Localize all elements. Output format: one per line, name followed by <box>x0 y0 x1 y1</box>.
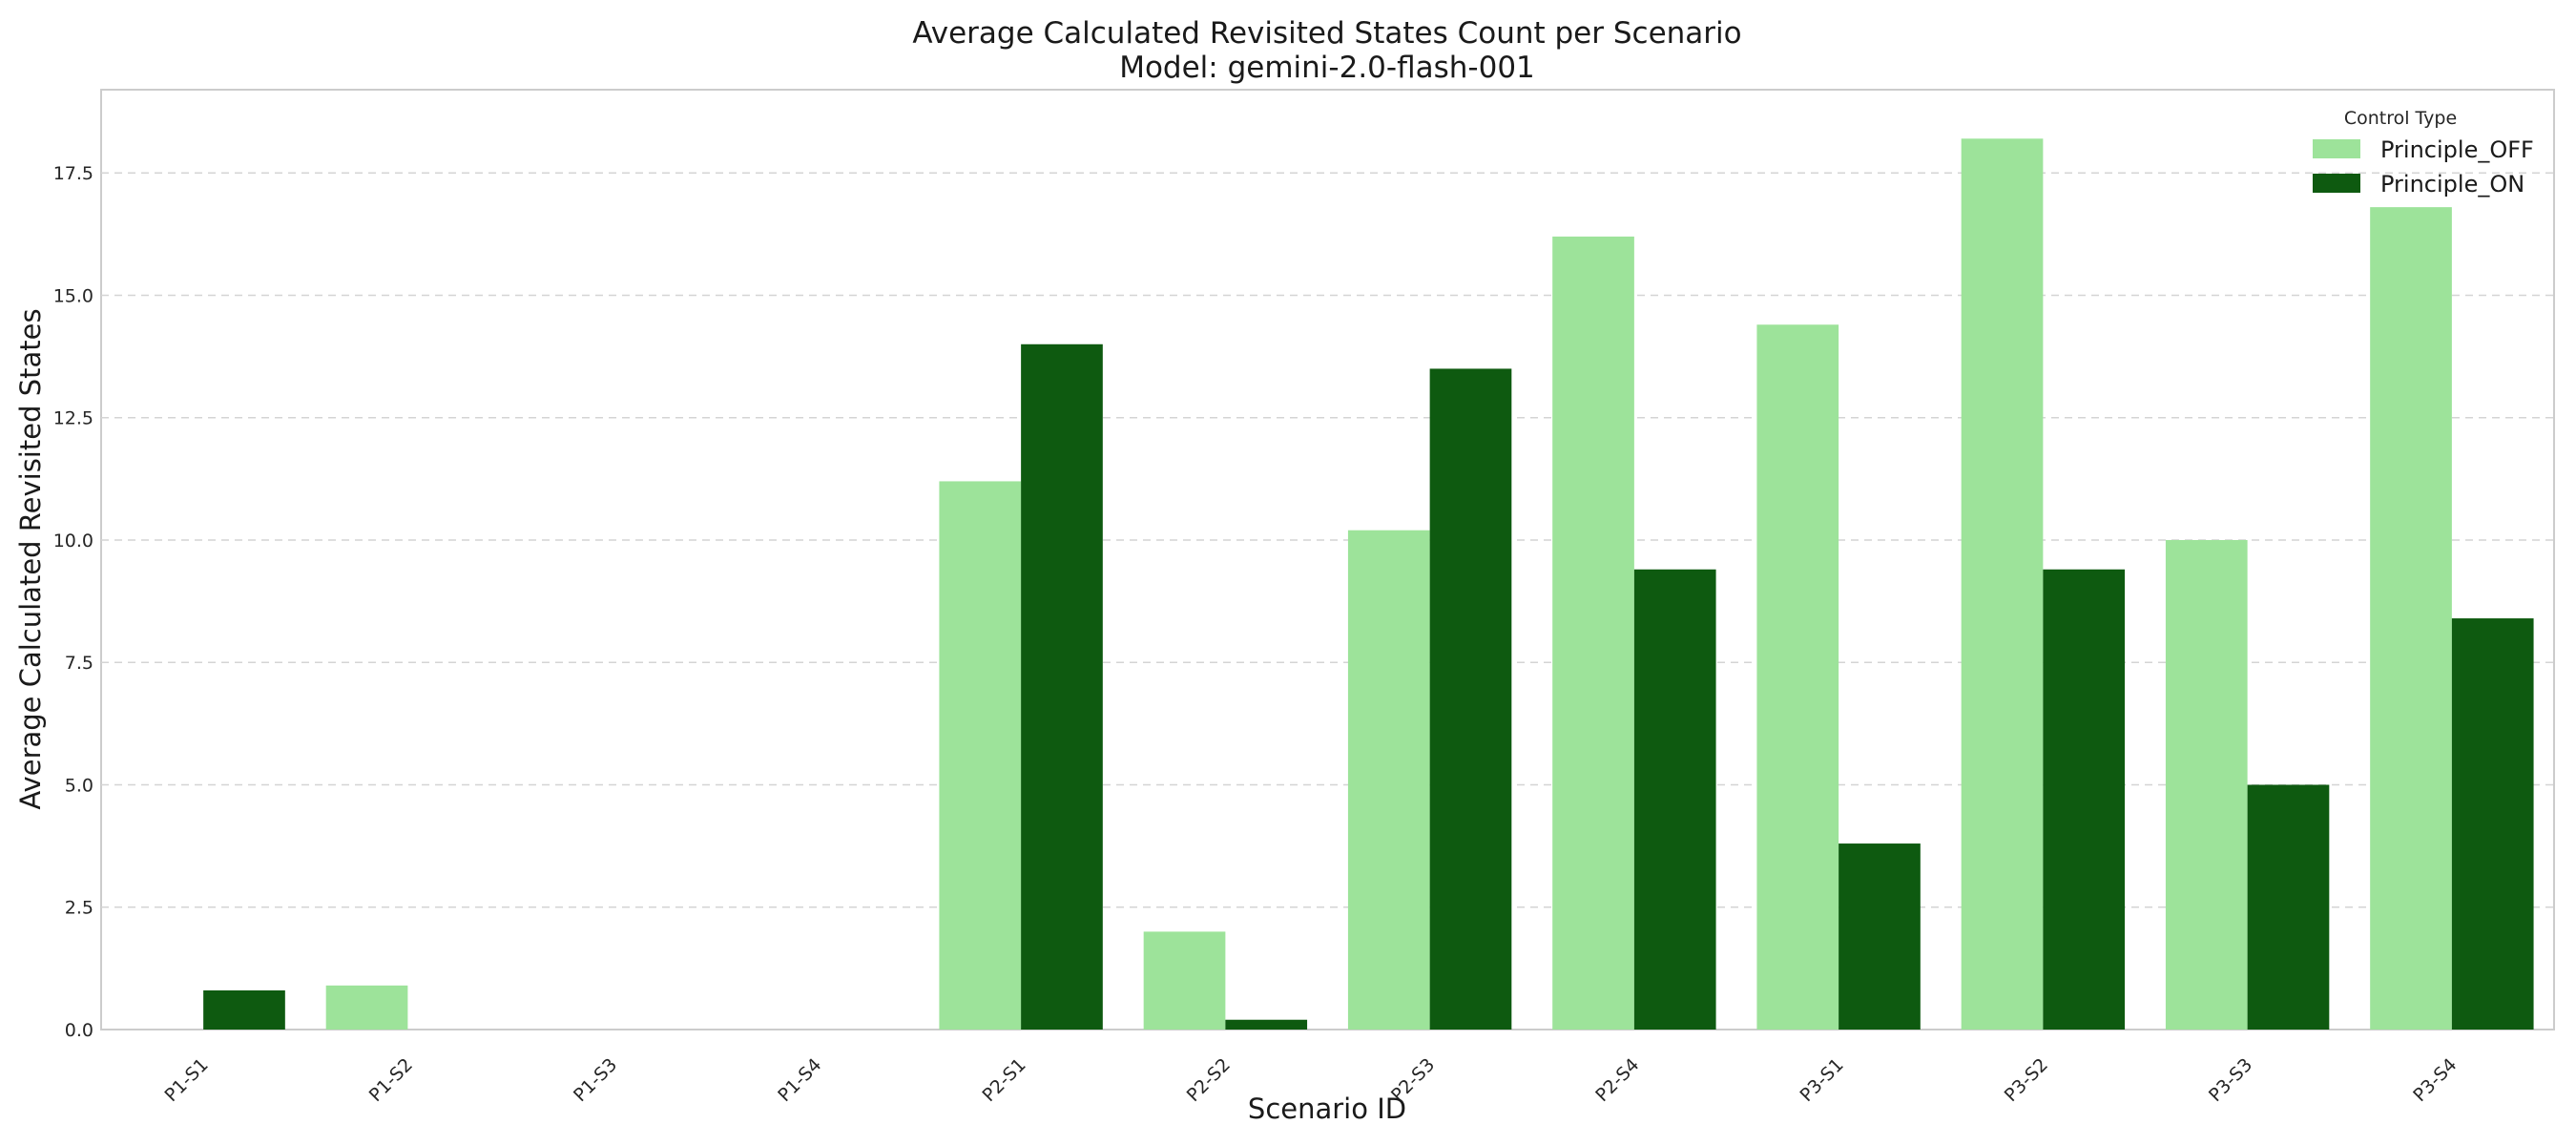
y-axis-ticks: 0.0 2.5 5.0 7.5 10.0 12.5 15.0 17.5 <box>53 163 93 1041</box>
legend-swatch-principle-off <box>2313 139 2360 158</box>
x-axis-label: Scenario ID <box>1248 1093 1406 1125</box>
bar-principle-off-p3-s3 <box>2165 539 2248 1030</box>
y-axis-label: Average Calculated Revisited States <box>14 308 47 809</box>
x-tick-label: P2-S1 <box>979 1054 1030 1106</box>
x-tick-label: P3-S2 <box>2001 1054 2052 1106</box>
bar-principle-off-p1-s2 <box>325 985 408 1030</box>
legend-label-principle-on: Principle_ON <box>2380 171 2524 198</box>
y-tick-label: 2.5 <box>65 898 93 919</box>
x-tick-label: P1-S1 <box>161 1054 213 1106</box>
x-tick-label: P3-S4 <box>2409 1054 2461 1106</box>
bar-principle-off-p2-s1 <box>939 481 1022 1030</box>
y-tick-label: 10.0 <box>53 531 93 552</box>
bar-principle-off-p3-s4 <box>2370 207 2452 1030</box>
legend: Control Type Principle_OFF Principle_ON <box>2313 108 2534 198</box>
bar-principle-off-p3-s2 <box>1961 138 2044 1030</box>
x-tick-label: P2-S2 <box>1183 1054 1235 1106</box>
bar-principle-on-p3-s2 <box>2043 569 2126 1030</box>
bars <box>203 138 2534 1030</box>
y-tick-label: 15.0 <box>53 285 93 306</box>
chart-subtitle: Model: gemini-2.0-flash-001 <box>1119 51 1535 85</box>
legend-label-principle-off: Principle_OFF <box>2380 136 2534 163</box>
chart-title: Average Calculated Revisited States Coun… <box>912 16 1741 51</box>
y-tick-label: 0.0 <box>65 1020 93 1041</box>
legend-swatch-principle-on <box>2313 174 2360 193</box>
y-tick-label: 5.0 <box>65 775 93 796</box>
bar-principle-off-p3-s1 <box>1756 324 1839 1030</box>
x-tick-label: P1-S3 <box>570 1054 621 1106</box>
y-tick-label: 7.5 <box>65 653 93 674</box>
bar-principle-on-p2-s1 <box>1021 344 1103 1030</box>
x-tick-label: P3-S1 <box>1797 1054 1848 1106</box>
bar-principle-on-p3-s4 <box>2451 618 2534 1030</box>
bar-principle-on-p2-s4 <box>1633 569 1716 1030</box>
y-tick-label: 12.5 <box>53 408 93 429</box>
plot-area <box>100 89 2555 1030</box>
grid-lines <box>101 172 2554 908</box>
bar-principle-on-p3-s1 <box>1839 843 1921 1030</box>
bar-principle-off-p2-s2 <box>1143 931 1226 1030</box>
bar-principle-on-p3-s3 <box>2247 784 2330 1030</box>
y-tick-label: 17.5 <box>53 163 93 184</box>
x-tick-label: P3-S3 <box>2205 1054 2256 1106</box>
bar-principle-on-p2-s2 <box>1225 1019 1308 1030</box>
bar-principle-off-p2-s3 <box>1347 530 1430 1030</box>
x-tick-label: P1-S4 <box>774 1054 825 1106</box>
x-tick-label: P2-S4 <box>1591 1054 1643 1106</box>
legend-title: Control Type <box>2344 108 2457 129</box>
bar-principle-on-p1-s1 <box>203 989 285 1030</box>
bar-principle-off-p2-s4 <box>1552 236 1634 1030</box>
bar-principle-on-p2-s3 <box>1429 368 1512 1030</box>
x-tick-label: P1-S2 <box>365 1054 417 1106</box>
